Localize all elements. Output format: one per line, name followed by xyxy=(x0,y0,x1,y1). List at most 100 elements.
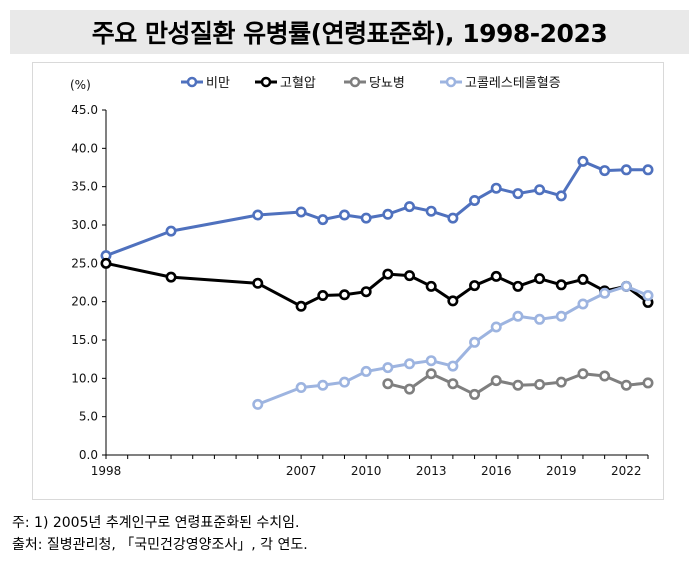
series-2 xyxy=(100,257,654,312)
data-point xyxy=(469,388,481,400)
y-tick-label: 0.0 xyxy=(79,448,98,462)
data-point xyxy=(382,208,394,220)
legend-label: 비만 xyxy=(206,76,230,91)
y-tick-label: 15.0 xyxy=(71,333,98,347)
data-point xyxy=(252,398,264,410)
data-point xyxy=(338,209,350,221)
data-point xyxy=(599,370,611,382)
data-point xyxy=(512,310,524,322)
data-point xyxy=(252,209,264,221)
data-point xyxy=(599,287,611,299)
data-point xyxy=(360,286,372,298)
data-point xyxy=(512,379,524,391)
data-point xyxy=(295,300,307,312)
source-note: 출처: 질병관리청, 「국민건강영양조사」, 각 연도. xyxy=(12,537,308,553)
legend-swatch-marker xyxy=(445,76,457,88)
data-point xyxy=(252,277,264,289)
chart-frame: 비만 고혈압 당뇨병 고콜레스테롤혈증 (%) 0.0 5.0 10.0 15.0 20.0 2… xyxy=(32,62,664,500)
data-point xyxy=(534,273,546,285)
y-tick-label: 40.0 xyxy=(71,141,98,155)
data-point xyxy=(295,206,307,218)
chart-legend: 비만 고혈압 당뇨병 고콜레스테롤혈증 xyxy=(181,76,561,91)
data-point xyxy=(534,184,546,196)
data-point xyxy=(534,313,546,325)
data-point xyxy=(642,377,654,389)
data-point xyxy=(577,273,589,285)
data-point xyxy=(469,280,481,292)
legend-swatch-marker xyxy=(186,76,198,88)
data-point xyxy=(555,376,567,388)
data-point xyxy=(360,365,372,377)
data-point xyxy=(425,280,437,292)
data-point xyxy=(512,188,524,200)
data-point xyxy=(425,368,437,380)
data-point xyxy=(382,268,394,280)
x-tick-label: 2007 xyxy=(286,464,317,478)
plot-area xyxy=(100,155,654,410)
data-point xyxy=(295,382,307,394)
y-tick-label: 45.0 xyxy=(71,103,98,117)
chart-notes: 주: 1) 2005년 추계인구로 연령표준화된 수치임. 출처: 질병관리청,… xyxy=(12,512,308,556)
legend-swatch-marker xyxy=(349,76,361,88)
x-tick-label: 2013 xyxy=(416,464,447,478)
y-axis-label: (%) xyxy=(70,78,91,92)
series-1 xyxy=(100,155,654,262)
data-point xyxy=(100,257,112,269)
data-point xyxy=(555,279,567,291)
data-point xyxy=(512,280,524,292)
data-point xyxy=(620,164,632,176)
y-tick-label: 30.0 xyxy=(71,218,98,232)
data-point xyxy=(447,360,459,372)
data-point xyxy=(447,295,459,307)
data-point xyxy=(404,383,416,395)
x-tick-label: 2010 xyxy=(351,464,382,478)
data-point xyxy=(469,336,481,348)
data-point xyxy=(620,379,632,391)
data-point xyxy=(425,355,437,367)
data-point xyxy=(317,290,329,302)
x-tick-label: 1998 xyxy=(91,464,122,478)
y-tick-label: 20.0 xyxy=(71,295,98,309)
data-point xyxy=(165,225,177,237)
data-point xyxy=(382,378,394,390)
data-point xyxy=(534,378,546,390)
legend-item: 고콜레스테롤혈증 xyxy=(440,76,561,91)
data-point xyxy=(360,212,372,224)
x-axis: 1998 2007 2010 2013 2016 2019 2022 xyxy=(91,454,649,478)
data-point xyxy=(642,164,654,176)
y-tick-label: 25.0 xyxy=(71,256,98,270)
footnote: 주: 1) 2005년 추계인구로 연령표준화된 수치임. xyxy=(12,515,300,531)
data-point xyxy=(404,358,416,370)
data-point xyxy=(165,271,177,283)
data-point xyxy=(599,165,611,177)
series-3 xyxy=(382,368,654,400)
y-tick-label: 35.0 xyxy=(71,180,98,194)
data-point xyxy=(469,194,481,206)
legend-label: 고혈압 xyxy=(280,76,316,91)
legend-label: 고콜레스테롤혈증 xyxy=(465,76,561,91)
legend-item: 고혈압 xyxy=(255,76,316,91)
y-tick-label: 10.0 xyxy=(71,371,98,385)
data-point xyxy=(317,214,329,226)
data-point xyxy=(555,190,567,202)
chart-title: 주요 만성질환 유병률(연령표준화), 1998-2023 xyxy=(91,19,608,48)
data-point xyxy=(382,362,394,374)
data-point xyxy=(404,270,416,282)
legend-item: 당뇨병 xyxy=(344,76,405,91)
series-4 xyxy=(252,280,654,410)
x-tick-label: 2019 xyxy=(546,464,577,478)
data-point xyxy=(577,298,589,310)
series-line xyxy=(105,159,648,258)
data-point xyxy=(338,289,350,301)
y-axis: 0.0 5.0 10.0 15.0 20.0 25.0 30.0 35.0 40.0 45.0 xyxy=(71,103,107,462)
data-point xyxy=(317,379,329,391)
data-point xyxy=(404,201,416,213)
data-point xyxy=(577,368,589,380)
data-point xyxy=(425,205,437,217)
data-point xyxy=(620,280,632,292)
x-tick-label: 2022 xyxy=(611,464,642,478)
legend-swatch-marker xyxy=(260,76,272,88)
data-point xyxy=(555,310,567,322)
data-point xyxy=(447,212,459,224)
data-point xyxy=(490,375,502,387)
